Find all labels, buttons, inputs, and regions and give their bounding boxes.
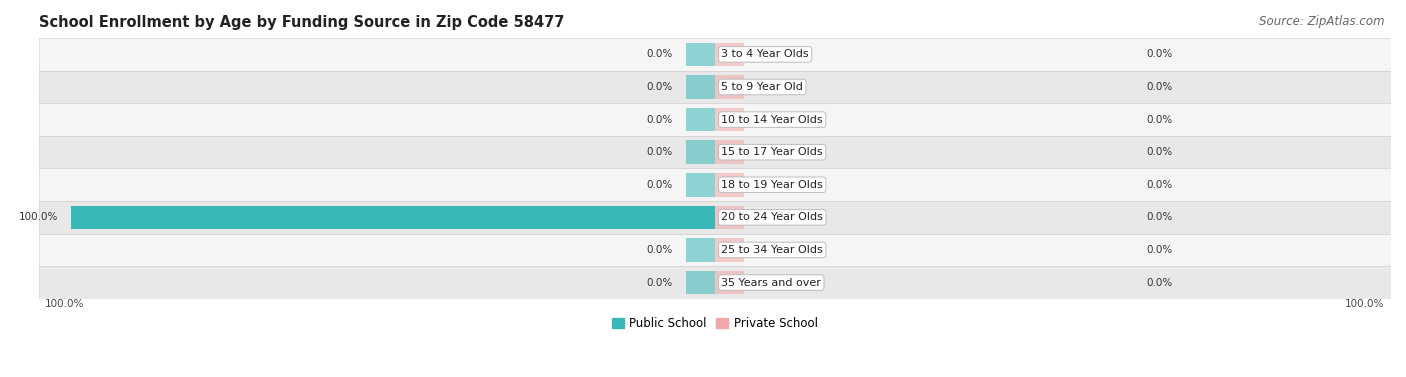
Bar xyxy=(686,108,714,131)
Bar xyxy=(714,108,744,131)
Bar xyxy=(39,266,1391,299)
Bar xyxy=(686,173,714,196)
Text: 18 to 19 Year Olds: 18 to 19 Year Olds xyxy=(721,180,823,190)
Text: 100.0%: 100.0% xyxy=(18,212,58,222)
Text: 0.0%: 0.0% xyxy=(1146,49,1173,60)
Text: 0.0%: 0.0% xyxy=(1146,115,1173,124)
Text: 100.0%: 100.0% xyxy=(1346,299,1385,309)
Text: 0.0%: 0.0% xyxy=(647,147,673,157)
Text: 20 to 24 Year Olds: 20 to 24 Year Olds xyxy=(721,212,824,222)
Bar xyxy=(714,238,744,262)
Bar xyxy=(714,205,744,229)
Text: Source: ZipAtlas.com: Source: ZipAtlas.com xyxy=(1260,15,1385,28)
Bar xyxy=(39,136,1391,169)
Bar xyxy=(39,234,1391,266)
Text: 0.0%: 0.0% xyxy=(1146,245,1173,255)
Bar xyxy=(686,141,714,164)
Text: 0.0%: 0.0% xyxy=(647,49,673,60)
Bar xyxy=(39,169,1391,201)
Text: 15 to 17 Year Olds: 15 to 17 Year Olds xyxy=(721,147,823,157)
Bar xyxy=(39,38,1391,71)
Text: 0.0%: 0.0% xyxy=(1146,277,1173,288)
Bar xyxy=(686,75,714,99)
Text: 10 to 14 Year Olds: 10 to 14 Year Olds xyxy=(721,115,823,124)
Text: 35 Years and over: 35 Years and over xyxy=(721,277,821,288)
Text: School Enrollment by Age by Funding Source in Zip Code 58477: School Enrollment by Age by Funding Sour… xyxy=(39,15,564,30)
Text: 0.0%: 0.0% xyxy=(647,180,673,190)
Text: 100.0%: 100.0% xyxy=(45,299,84,309)
Bar xyxy=(686,271,714,294)
Text: 25 to 34 Year Olds: 25 to 34 Year Olds xyxy=(721,245,823,255)
Legend: Public School, Private School: Public School, Private School xyxy=(607,312,823,335)
Bar xyxy=(39,201,1391,234)
Bar xyxy=(714,75,744,99)
Bar xyxy=(686,43,714,66)
Bar xyxy=(39,71,1391,103)
Text: 0.0%: 0.0% xyxy=(1146,212,1173,222)
Text: 0.0%: 0.0% xyxy=(1146,180,1173,190)
Text: 0.0%: 0.0% xyxy=(1146,147,1173,157)
Text: 3 to 4 Year Olds: 3 to 4 Year Olds xyxy=(721,49,808,60)
Bar xyxy=(714,271,744,294)
Bar xyxy=(714,173,744,196)
Bar xyxy=(714,43,744,66)
Text: 0.0%: 0.0% xyxy=(647,245,673,255)
Text: 5 to 9 Year Old: 5 to 9 Year Old xyxy=(721,82,803,92)
Text: 0.0%: 0.0% xyxy=(647,277,673,288)
Text: 0.0%: 0.0% xyxy=(1146,82,1173,92)
Bar xyxy=(72,205,714,229)
Bar xyxy=(686,238,714,262)
Bar xyxy=(714,141,744,164)
Bar xyxy=(39,103,1391,136)
Text: 0.0%: 0.0% xyxy=(647,115,673,124)
Text: 0.0%: 0.0% xyxy=(647,82,673,92)
